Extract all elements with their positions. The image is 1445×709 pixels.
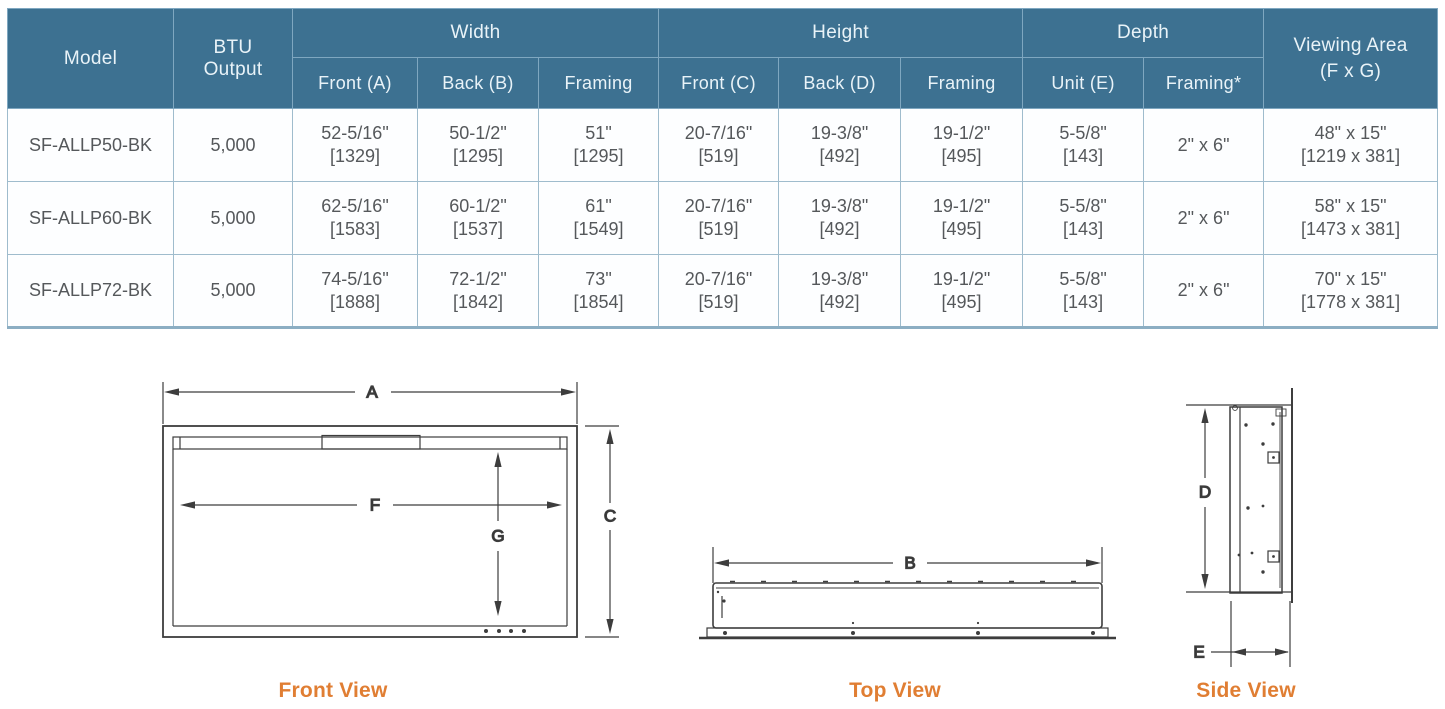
data-cell: 51" [1295]: [537, 108, 660, 182]
dim-label-g: G: [491, 527, 504, 546]
data-cell: 2" x 6": [1143, 108, 1265, 182]
col-header-btu-output: BTU Output: [173, 8, 293, 109]
data-cell: 52-5/16" [1329]: [292, 108, 418, 182]
btu-cell: 5,000: [173, 254, 293, 329]
table-row-allp50: SF-ALLP50-BK 5,000 52-5/16" [1329] 50-1/…: [7, 108, 1439, 182]
data-cell: 2" x 6": [1143, 254, 1265, 329]
data-cell: 61" [1549]: [537, 181, 660, 255]
btu-cell: 5,000: [173, 108, 293, 182]
col-header-viewing-area: Viewing Area (F x G): [1263, 8, 1439, 109]
data-cell: 74-5/16" [1888]: [292, 254, 418, 329]
model-cell: SF-ALLP60-BK: [7, 181, 174, 255]
sub-header-height-framing: Framing: [900, 57, 1024, 109]
sub-header-height-front: Front (C): [658, 57, 780, 109]
sub-header-width-back: Back (B): [417, 57, 539, 109]
group-header-height: Height: [658, 8, 1024, 58]
dim-label-b: B: [904, 554, 915, 573]
data-cell: 20-7/16" [519]: [658, 181, 780, 255]
data-cell: 50-1/2" [1295]: [417, 108, 539, 182]
dim-label-c: C: [604, 507, 616, 526]
group-header-width: Width: [291, 8, 660, 58]
data-cell: 20-7/16" [519]: [658, 254, 780, 329]
table-row-allp72: SF-ALLP72-BK 5,000 74-5/16" [1888] 72-1/…: [7, 254, 1439, 329]
data-cell: 19-3/8" [492]: [778, 108, 902, 182]
dim-label-f: F: [370, 496, 380, 515]
col-header-model: Model: [7, 8, 174, 109]
side-view-drawing: D E: [1186, 388, 1293, 667]
spec-table: Model BTU Output Width Height Depth View…: [7, 8, 1439, 329]
top-view-label: Top View: [849, 679, 941, 702]
sub-header-width-framing: Framing: [537, 57, 660, 109]
sub-header-width-front: Front (A): [292, 57, 418, 109]
data-cell: 48" x 15" [1219 x 381]: [1263, 108, 1439, 182]
table-row-allp60: SF-ALLP60-BK 5,000 62-5/16" [1583] 60-1/…: [7, 181, 1439, 255]
data-cell: 72-1/2" [1842]: [417, 254, 539, 329]
data-cell: 62-5/16" [1583]: [292, 181, 418, 255]
dim-label-e: E: [1193, 643, 1204, 662]
data-cell: 20-7/16" [519]: [658, 108, 780, 182]
data-cell: 5-5/8" [143]: [1022, 254, 1145, 329]
data-cell: 5-5/8" [143]: [1022, 108, 1145, 182]
btu-cell: 5,000: [173, 181, 293, 255]
sub-header-depth-unit: Unit (E): [1022, 57, 1145, 109]
group-header-depth: Depth: [1022, 8, 1265, 58]
dim-label-a: A: [366, 383, 378, 402]
data-cell: 19-1/2" [495]: [900, 108, 1024, 182]
data-cell: 2" x 6": [1143, 181, 1265, 255]
front-view-label: Front View: [278, 679, 388, 702]
sub-header-height-back: Back (D): [778, 57, 902, 109]
sub-header-depth-framing: Framing*: [1143, 57, 1265, 109]
data-cell: 58" x 15" [1473 x 381]: [1263, 181, 1439, 255]
dim-label-d: D: [1199, 483, 1211, 502]
side-view-label: Side View: [1196, 679, 1296, 702]
data-cell: 5-5/8" [143]: [1022, 181, 1145, 255]
data-cell: 19-3/8" [492]: [778, 181, 902, 255]
front-view-drawing: A F G: [162, 382, 619, 638]
data-cell: 73" [1854]: [537, 254, 660, 329]
model-cell: SF-ALLP72-BK: [7, 254, 174, 329]
data-cell: 19-1/2" [495]: [900, 181, 1024, 255]
data-cell: 19-1/2" [495]: [900, 254, 1024, 329]
top-view-drawing: B: [699, 547, 1116, 640]
data-cell: 70" x 15" [1778 x 381]: [1263, 254, 1439, 329]
model-cell: SF-ALLP50-BK: [7, 108, 174, 182]
data-cell: 19-3/8" [492]: [778, 254, 902, 329]
data-cell: 60-1/2" [1537]: [417, 181, 539, 255]
